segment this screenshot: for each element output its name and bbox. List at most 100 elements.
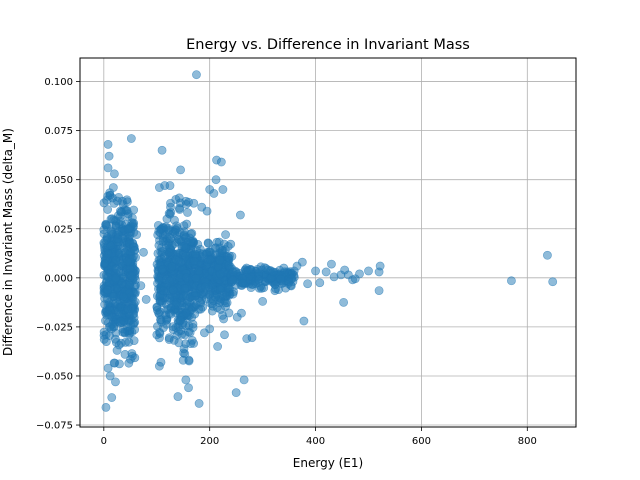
- data-point: [117, 279, 127, 288]
- data-point: [183, 208, 192, 217]
- data-point: [171, 255, 181, 265]
- data-point: [543, 250, 552, 260]
- data-point: [165, 293, 174, 303]
- data-point: [110, 169, 119, 179]
- data-point: [327, 259, 336, 269]
- data-point: [101, 235, 111, 245]
- data-point: [111, 337, 121, 347]
- data-point: [170, 227, 180, 237]
- data-point: [364, 266, 373, 276]
- data-point: [209, 189, 219, 198]
- data-point: [101, 402, 111, 412]
- data-point: [276, 274, 286, 284]
- data-point: [100, 259, 109, 269]
- data-point: [125, 280, 134, 290]
- data-point: [108, 291, 118, 301]
- data-point: [194, 266, 203, 276]
- data-point: [104, 151, 114, 161]
- data-point: [103, 363, 113, 373]
- data-point: [154, 226, 164, 236]
- data-point: [171, 300, 181, 310]
- data-point: [279, 263, 289, 273]
- data-point: [210, 292, 220, 302]
- data-point: [112, 346, 122, 355]
- data-point: [227, 251, 237, 261]
- data-point: [120, 349, 130, 359]
- data-point: [158, 264, 167, 274]
- data-point: [218, 310, 227, 320]
- data-point: [228, 267, 238, 277]
- data-point: [103, 139, 113, 149]
- data-point: [120, 248, 130, 257]
- data-point: [165, 276, 175, 286]
- data-point: [238, 278, 248, 288]
- data-point: [213, 342, 223, 351]
- y-tick-label: 0.100: [44, 77, 73, 88]
- data-point: [103, 205, 113, 214]
- data-point: [228, 289, 238, 299]
- plot-frame: [79, 57, 577, 428]
- data-point: [284, 277, 294, 287]
- data-point: [160, 252, 169, 261]
- y-tick-label: 0.000: [44, 273, 73, 284]
- data-point: [175, 205, 185, 214]
- data-point: [155, 329, 165, 338]
- data-point: [157, 145, 167, 155]
- data-point: [182, 219, 192, 229]
- data-point: [192, 70, 201, 80]
- data-point: [111, 273, 120, 283]
- data-point: [176, 316, 186, 325]
- y-tick-label: −0.025: [36, 322, 73, 333]
- data-point: [164, 333, 174, 343]
- data-point: [107, 393, 117, 402]
- x-tick-label: 400: [306, 436, 325, 447]
- data-point: [123, 304, 133, 314]
- data-point: [117, 196, 127, 206]
- data-point: [181, 196, 191, 206]
- data-point: [153, 305, 162, 315]
- data-point: [128, 219, 138, 229]
- data-point: [104, 298, 114, 308]
- data-point: [548, 277, 558, 287]
- data-point: [221, 302, 230, 311]
- data-point: [181, 273, 191, 282]
- y-tick-label: −0.075: [36, 421, 73, 432]
- data-point: [254, 275, 264, 285]
- data-point: [191, 273, 201, 283]
- data-point: [111, 216, 121, 226]
- data-point: [220, 330, 229, 340]
- grid-lines: [80, 58, 576, 427]
- data-point: [103, 249, 113, 259]
- data-point: [202, 206, 212, 216]
- data-point: [355, 269, 364, 279]
- data-point: [170, 215, 179, 225]
- data-point: [507, 276, 516, 286]
- data-point: [205, 255, 215, 265]
- x-axis-label: Energy (E1): [293, 456, 363, 470]
- data-point: [123, 257, 133, 267]
- data-point: [173, 392, 183, 401]
- data-point: [190, 249, 200, 259]
- x-axis-ticks: 0 200 400 600 800: [101, 427, 537, 447]
- y-tick-label: 0.075: [44, 126, 73, 137]
- data-point: [165, 181, 175, 190]
- data-point: [235, 210, 245, 220]
- data-point: [303, 279, 313, 289]
- data-point: [108, 183, 118, 192]
- data-point: [168, 322, 178, 331]
- data-point: [258, 296, 268, 306]
- data-point: [215, 255, 225, 265]
- chart-title: Energy vs. Difference in Invariant Mass: [186, 37, 470, 53]
- data-point: [111, 264, 121, 274]
- data-point: [247, 333, 257, 343]
- data-point: [109, 198, 119, 208]
- data-point: [204, 239, 213, 248]
- data-point: [113, 234, 123, 244]
- data-point: [107, 312, 117, 322]
- data-point: [181, 291, 191, 301]
- data-point: [181, 375, 191, 385]
- data-point: [179, 231, 189, 241]
- data-point: [136, 281, 146, 291]
- data-point: [119, 292, 128, 302]
